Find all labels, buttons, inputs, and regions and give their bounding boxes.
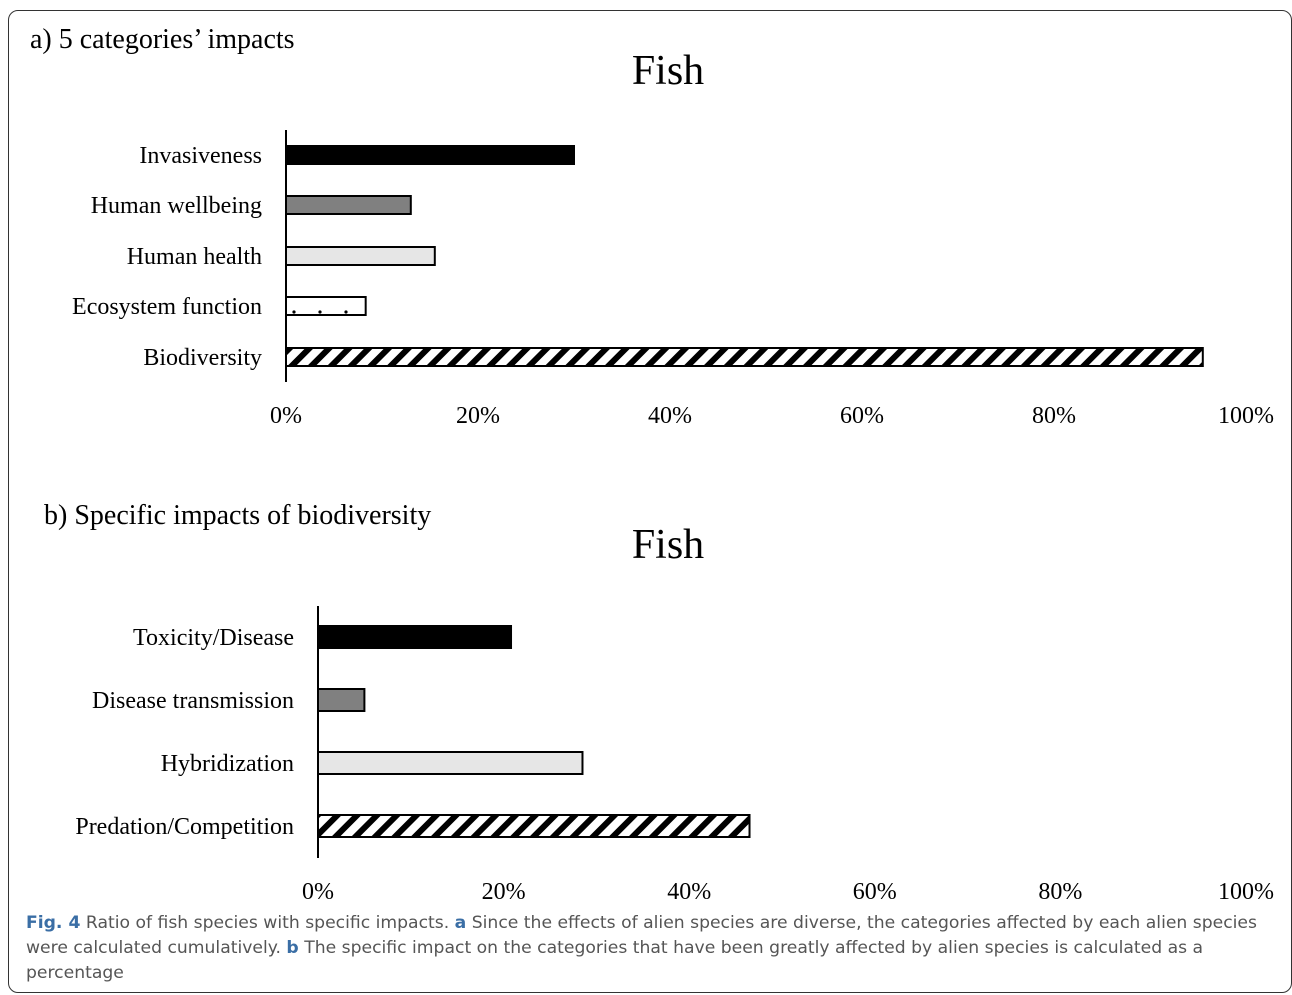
caption-part-b: b [286, 938, 299, 958]
x-tick-label: 100% [1218, 403, 1274, 429]
bar-hybridization [317, 751, 584, 775]
x-tick-label: 0% [270, 403, 302, 429]
panel-b-label: b) Specific impacts of biodiversity [44, 500, 431, 531]
category-label: Hybridization [161, 751, 294, 777]
caption-part-a: a [454, 913, 467, 933]
x-tick-label: 100% [1218, 879, 1274, 905]
category-label: Toxicity/Disease [133, 625, 294, 651]
caption-text-1: Ratio of fish species with specific impa… [80, 913, 455, 933]
bar-predation-competition [317, 814, 751, 838]
panel-a-title: Fish [632, 48, 704, 94]
category-label: Human wellbeing [91, 193, 262, 219]
caption-text-2: Since the effects of alien species are d… [26, 913, 1257, 958]
category-label: Disease transmission [92, 688, 294, 714]
chart-panel-b: b) Specific impacts of biodiversity Fish… [44, 500, 1274, 905]
caption-text-3: The specific impact on the categories th… [26, 938, 1204, 983]
x-tick-label: 40% [667, 879, 711, 905]
x-tick-label: 60% [840, 403, 884, 429]
x-tick-label: 80% [1032, 403, 1076, 429]
panel-a-label: a) 5 categories’ impacts [30, 24, 295, 55]
bar-disease-transmission [317, 688, 366, 712]
x-tick-label: 80% [1038, 879, 1082, 905]
bar-human-health [285, 246, 436, 266]
category-label: Human health [127, 244, 262, 270]
bar-invasiveness [285, 145, 575, 165]
bar-biodiversity [285, 347, 1204, 367]
category-label: Invasiveness [139, 143, 262, 169]
caption-fig-label: Fig. 4 [26, 913, 81, 933]
x-tick-label: 20% [456, 403, 500, 429]
category-label: Biodiversity [143, 345, 262, 371]
chart-panel-a: a) 5 categories’ impacts Fish Invasivene… [30, 24, 1274, 429]
bar-toxicity-disease [317, 625, 513, 649]
category-label: Ecosystem function [72, 294, 262, 320]
x-tick-label: 20% [482, 879, 526, 905]
x-tick-label: 60% [853, 879, 897, 905]
x-tick-label: 40% [648, 403, 692, 429]
bar-ecosystem-function [285, 296, 367, 316]
panel-b-title: Fish [632, 522, 704, 568]
category-label: Predation/Competition [75, 814, 294, 840]
x-tick-label: 0% [302, 879, 334, 905]
bar-human-wellbeing [285, 195, 412, 215]
figure-caption: Fig. 4 Ratio of fish species with specif… [26, 911, 1266, 986]
